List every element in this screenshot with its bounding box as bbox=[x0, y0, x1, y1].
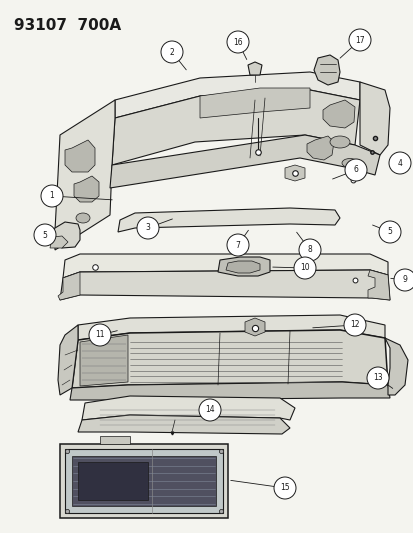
Text: 6: 6 bbox=[353, 166, 358, 174]
Polygon shape bbox=[247, 62, 261, 75]
Circle shape bbox=[298, 239, 320, 261]
Circle shape bbox=[366, 367, 388, 389]
Text: 8: 8 bbox=[307, 246, 312, 254]
Ellipse shape bbox=[329, 136, 349, 148]
Polygon shape bbox=[384, 338, 407, 395]
Text: 93107  700A: 93107 700A bbox=[14, 18, 121, 33]
Polygon shape bbox=[313, 55, 339, 85]
Polygon shape bbox=[100, 436, 130, 444]
Polygon shape bbox=[78, 415, 289, 434]
Text: 14: 14 bbox=[205, 406, 214, 415]
Polygon shape bbox=[58, 325, 78, 395]
Polygon shape bbox=[244, 318, 264, 336]
Polygon shape bbox=[367, 270, 389, 300]
Text: 11: 11 bbox=[95, 330, 104, 340]
Polygon shape bbox=[50, 222, 80, 248]
Circle shape bbox=[393, 269, 413, 291]
Polygon shape bbox=[112, 90, 359, 165]
Polygon shape bbox=[110, 135, 379, 188]
Polygon shape bbox=[58, 272, 80, 300]
Text: 2: 2 bbox=[169, 47, 174, 56]
Text: 3: 3 bbox=[145, 223, 150, 232]
Circle shape bbox=[343, 314, 365, 336]
Text: 10: 10 bbox=[299, 263, 309, 272]
Polygon shape bbox=[65, 140, 95, 172]
Polygon shape bbox=[80, 335, 128, 386]
Polygon shape bbox=[359, 82, 389, 155]
Polygon shape bbox=[78, 462, 147, 500]
Text: 13: 13 bbox=[372, 374, 382, 383]
Polygon shape bbox=[284, 165, 304, 181]
Circle shape bbox=[226, 234, 248, 256]
Text: 5: 5 bbox=[43, 230, 47, 239]
Circle shape bbox=[137, 217, 159, 239]
Text: 17: 17 bbox=[354, 36, 364, 44]
Circle shape bbox=[388, 152, 410, 174]
Polygon shape bbox=[65, 449, 223, 513]
Circle shape bbox=[34, 224, 56, 246]
Circle shape bbox=[226, 31, 248, 53]
Circle shape bbox=[199, 399, 221, 421]
Polygon shape bbox=[60, 444, 228, 518]
Polygon shape bbox=[50, 236, 68, 248]
Text: 16: 16 bbox=[233, 37, 242, 46]
Polygon shape bbox=[118, 208, 339, 232]
Polygon shape bbox=[78, 315, 384, 340]
Polygon shape bbox=[306, 136, 333, 160]
Ellipse shape bbox=[76, 213, 90, 223]
Circle shape bbox=[348, 29, 370, 51]
Circle shape bbox=[89, 324, 111, 346]
Polygon shape bbox=[225, 261, 259, 273]
Polygon shape bbox=[115, 72, 359, 118]
Circle shape bbox=[161, 41, 183, 63]
Polygon shape bbox=[72, 456, 216, 506]
Polygon shape bbox=[82, 396, 294, 420]
Polygon shape bbox=[72, 330, 387, 388]
Text: 15: 15 bbox=[280, 483, 289, 492]
Ellipse shape bbox=[341, 158, 357, 167]
Polygon shape bbox=[60, 270, 389, 300]
Polygon shape bbox=[199, 88, 309, 118]
Text: 12: 12 bbox=[349, 320, 359, 329]
Circle shape bbox=[41, 185, 63, 207]
Polygon shape bbox=[55, 100, 115, 250]
Circle shape bbox=[273, 477, 295, 499]
Text: 9: 9 bbox=[401, 276, 406, 285]
Text: 7: 7 bbox=[235, 240, 240, 249]
Circle shape bbox=[378, 221, 400, 243]
Circle shape bbox=[293, 257, 315, 279]
Text: 5: 5 bbox=[387, 228, 392, 237]
Text: 4: 4 bbox=[396, 158, 401, 167]
Polygon shape bbox=[63, 254, 387, 278]
Text: 1: 1 bbox=[50, 191, 54, 200]
Polygon shape bbox=[74, 176, 99, 202]
Circle shape bbox=[344, 159, 366, 181]
Polygon shape bbox=[322, 100, 354, 128]
Polygon shape bbox=[70, 382, 389, 400]
Polygon shape bbox=[218, 257, 269, 276]
